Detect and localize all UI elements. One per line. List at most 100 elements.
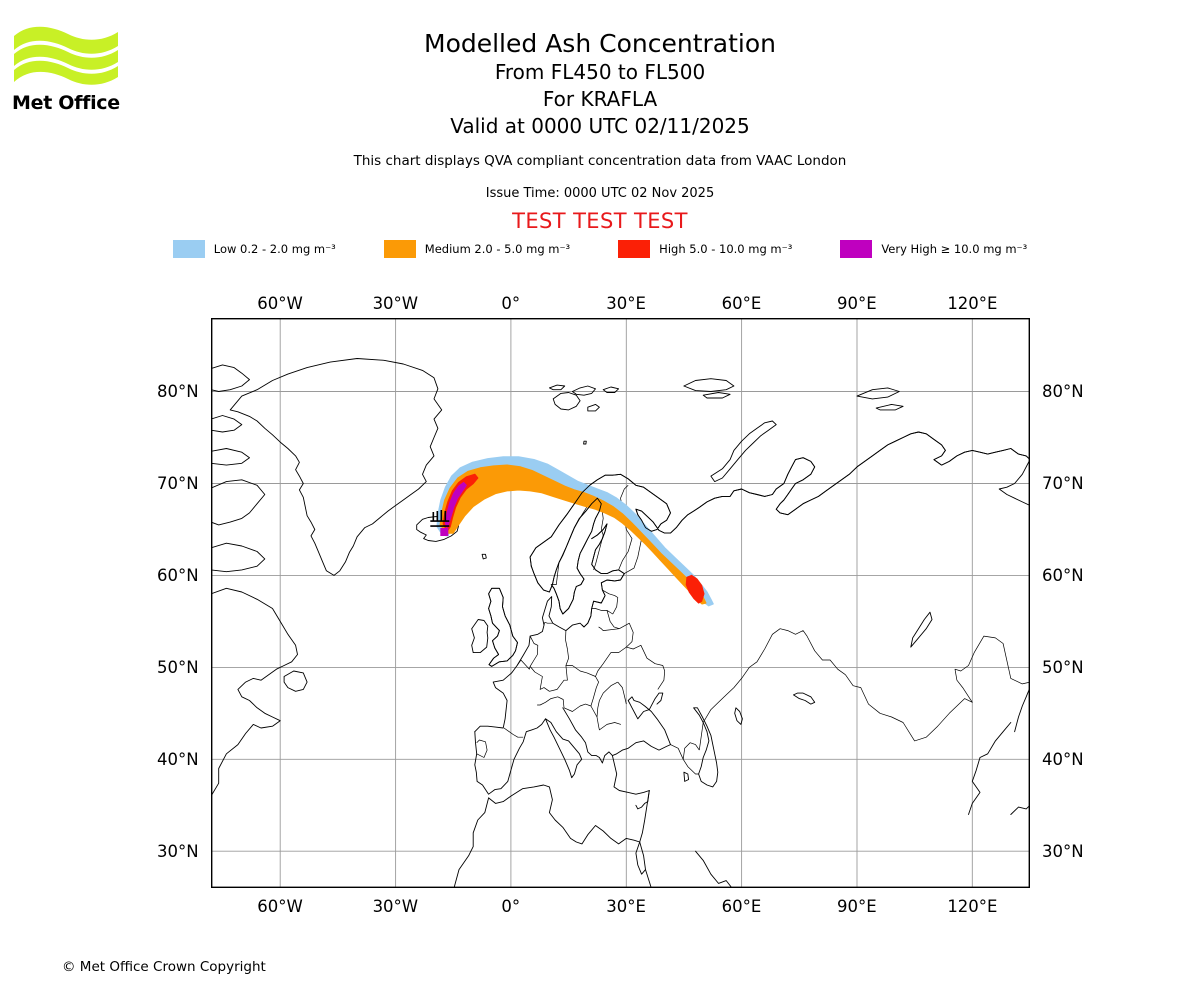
coastline-path [481,553,487,560]
coastline-path [702,392,731,399]
coastline-overlay-path [529,431,1030,567]
coastline-path [734,707,743,725]
volcano-marker-krafla [430,510,450,537]
coastline-path [211,448,250,466]
plume-band-high-tail [685,574,705,604]
coastline-path [910,611,933,648]
coastline-path [416,516,460,542]
map-frame [211,318,1030,888]
valid-time-line: Valid at 0000 UTC 02/11/2025 [450,114,750,138]
x-tick-label-bottom: 120°E [947,896,998,916]
x-tick-label-top: 60°W [257,293,303,313]
plume-band-very-high [444,482,467,529]
legend-swatch-low [172,240,205,258]
map-canvas[interactable] [211,318,1030,888]
coastline-path [968,722,1012,815]
source-concentration-marker [440,528,449,537]
y-tick-label-left: 30°N [157,841,199,861]
qva-disclaimer: This chart displays QVA compliant concen… [353,153,847,169]
legend-item-medium: Medium 2.0 - 5.0 mg m⁻³ [383,240,570,258]
copyright-notice: © Met Office Crown Copyright [62,959,266,975]
coastline-path [683,378,735,392]
ash-plume-overlay [436,431,1030,667]
country-border-path [529,630,569,692]
logo-waves-icon [14,26,118,85]
coastline-path [875,403,904,411]
coastline-path [488,784,650,845]
country-border-path [598,626,620,631]
coastline-path [552,392,581,411]
coastline-path [211,479,266,526]
country-border-path [543,621,553,626]
legend-item-high: High 5.0 - 10.0 mg m⁻³ [618,240,792,258]
coastline-path [562,707,671,764]
country-border-path [670,744,699,775]
coastline-path [627,692,671,746]
coastline-path [548,384,566,391]
x-tick-label-top: 30°W [372,293,419,313]
y-tick-label-left: 80°N [157,382,199,402]
y-tick-label-left: 50°N [157,657,199,677]
x-tick-label-bottom: 60°W [257,896,303,916]
x-tick-label-bottom: 90°E [836,896,877,916]
map-background [211,318,1030,888]
x-tick-label-top: 90°E [836,293,877,313]
flight-level-line: From FL450 to FL500 [494,60,706,84]
x-tick-label-bottom: 30°W [372,896,419,916]
country-border-path [537,696,565,708]
header-block: Modelled Ash Concentration From FL450 to… [0,28,1200,233]
coastline-path [229,358,443,576]
coastline-path [211,415,243,433]
y-tick-label-right: 80°N [1042,382,1084,402]
coastline-path [710,420,777,483]
legend-swatch-medium [383,240,416,258]
coastline-path [693,707,719,788]
legend-item-very-high: Very High ≥ 10.0 mg m⁻³ [840,240,1027,258]
coastline-path [211,542,266,573]
coastline-path [211,587,298,797]
coastline-path [639,841,652,888]
y-tick-label-left: 60°N [157,565,199,585]
coastline-path [283,670,308,692]
y-tick-label-left: 70°N [157,473,199,493]
x-tick-label-top: 120°E [947,293,998,313]
coastline-path [611,755,650,810]
coastline-path [695,850,733,888]
country-border-path [606,610,634,648]
coastline-path [635,841,646,875]
x-tick-label-top: 30°E [606,293,646,313]
legend-item-low: Low 0.2 - 2.0 mg m⁻³ [172,240,336,258]
legend-label-low: Low 0.2 - 2.0 mg m⁻³ [213,242,336,256]
coastline-path [583,440,587,445]
volcano-symbol-icon [430,510,450,527]
legend-swatch-very-high [840,240,873,258]
map-gridlines [211,318,1030,888]
coastline-path [1014,686,1030,733]
concentration-legend: Low 0.2 - 2.0 mg m⁻³ Medium 2.0 - 5.0 mg… [0,240,1200,258]
country-border-path [590,676,599,707]
y-tick-label-right: 50°N [1042,657,1084,677]
y-tick-label-right: 60°N [1042,565,1084,585]
volcano-line: For KRAFLA [542,87,658,111]
logo-wordmark: Met Office [12,92,120,114]
coastline-overlay-path [530,497,602,615]
coastline-path [471,619,489,654]
x-tick-label-top: 0° [501,293,521,313]
coastline-overlay-path [581,523,625,628]
coastline-path [453,797,490,888]
country-border-path [617,681,627,705]
country-border-path [591,589,619,615]
coastline-path [998,459,1030,506]
country-border-path [596,681,618,718]
x-tick-label-bottom: 30°E [606,896,646,916]
country-border-path [503,727,524,738]
y-tick-label-right: 70°N [1042,473,1084,493]
coastline-path [474,718,546,795]
issue-time: Issue Time: 0000 UTC 02 Nov 2025 [485,186,715,201]
y-tick-label-left: 40°N [157,749,199,769]
met-office-logo: Met Office [12,22,120,114]
country-border-path [698,628,846,751]
y-tick-label-right: 40°N [1042,749,1084,769]
ash-concentration-map[interactable] [211,318,1030,888]
coastline-path [545,718,583,779]
